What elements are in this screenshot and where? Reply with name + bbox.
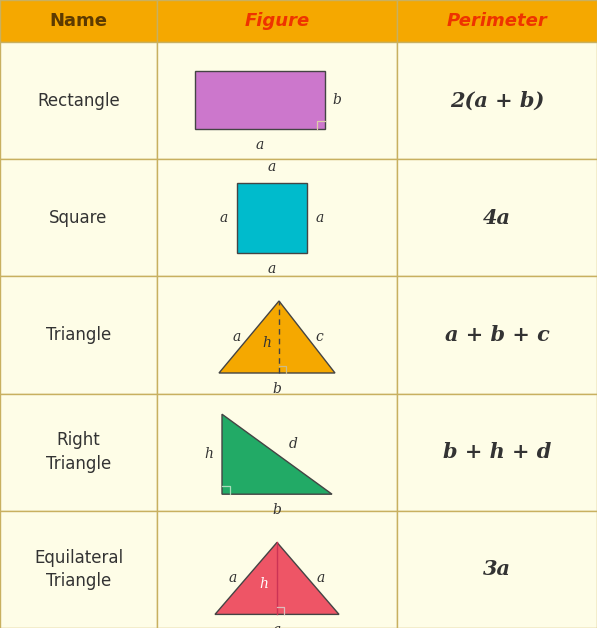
- Text: a: a: [220, 211, 228, 225]
- Bar: [397, 0, 597, 42]
- Text: b: b: [332, 92, 341, 107]
- Bar: [237, 183, 307, 253]
- Text: a: a: [268, 262, 276, 276]
- Text: h: h: [259, 577, 268, 591]
- Text: a + b + c: a + b + c: [445, 325, 549, 345]
- Bar: [397, 276, 597, 394]
- Text: a: a: [273, 624, 281, 628]
- Text: Triangle: Triangle: [46, 326, 111, 344]
- Bar: [397, 394, 597, 511]
- Text: Equilateral
Triangle: Equilateral Triangle: [34, 549, 123, 590]
- Text: Right
Triangle: Right Triangle: [46, 431, 111, 473]
- Text: b: b: [273, 382, 281, 396]
- Text: Perimeter: Perimeter: [447, 12, 547, 30]
- Bar: [397, 42, 597, 160]
- Bar: [0, 42, 157, 160]
- Bar: [195, 70, 325, 129]
- Text: a: a: [316, 211, 324, 225]
- Bar: [0, 0, 157, 42]
- Polygon shape: [219, 301, 335, 373]
- Bar: [157, 160, 397, 276]
- Text: a: a: [268, 160, 276, 174]
- Text: a: a: [233, 330, 241, 344]
- Text: 3a: 3a: [483, 560, 511, 580]
- Text: b + h + d: b + h + d: [443, 442, 551, 462]
- Bar: [157, 0, 397, 42]
- Bar: [157, 394, 397, 511]
- Bar: [0, 160, 157, 276]
- Text: c: c: [315, 330, 323, 344]
- Text: Figure: Figure: [244, 12, 310, 30]
- Text: a: a: [256, 138, 264, 151]
- Text: 2(a + b): 2(a + b): [450, 90, 544, 111]
- Polygon shape: [222, 414, 332, 494]
- Text: a: a: [317, 571, 325, 585]
- Bar: [157, 511, 397, 628]
- Text: Square: Square: [50, 208, 107, 227]
- Text: Rectangle: Rectangle: [37, 92, 120, 110]
- Text: b: b: [273, 503, 281, 517]
- Bar: [0, 276, 157, 394]
- Text: a: a: [229, 571, 237, 585]
- Polygon shape: [215, 543, 339, 614]
- Bar: [157, 42, 397, 160]
- Text: Name: Name: [50, 12, 107, 30]
- Bar: [397, 160, 597, 276]
- Text: h: h: [204, 447, 213, 461]
- Text: d: d: [289, 437, 298, 451]
- Bar: [397, 511, 597, 628]
- Bar: [0, 394, 157, 511]
- Text: 4a: 4a: [483, 208, 511, 228]
- Bar: [0, 511, 157, 628]
- Text: h: h: [262, 336, 271, 350]
- Bar: [157, 276, 397, 394]
